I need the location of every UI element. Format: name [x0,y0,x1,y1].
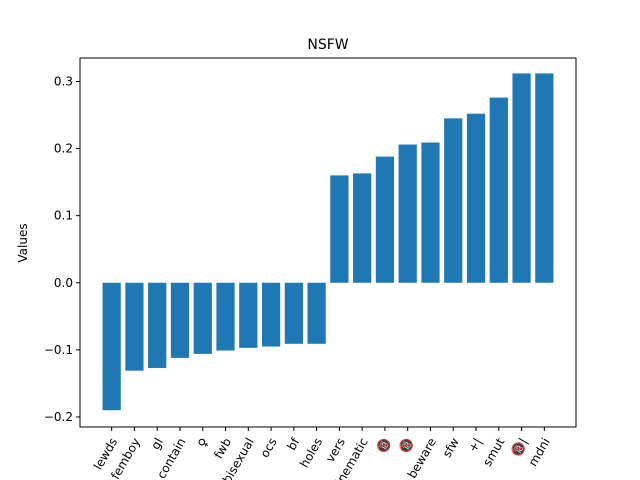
bar-12 [375,156,395,283]
x-tick-label: ♀ [195,436,212,451]
y-tick-label: −0.1 [44,343,73,357]
bar-9 [307,282,326,344]
x-tick-label: smut [480,435,507,468]
y-axis-label: Values [16,223,30,262]
plot-frame [79,57,577,428]
x-tick-label: ocs [257,436,279,460]
bar-15 [444,118,463,283]
bars-group [102,73,554,411]
bar-16 [466,113,486,283]
y-tick-label: 0.1 [54,209,73,223]
bar-11 [353,173,372,283]
bar-3 [170,282,190,358]
bar-19 [535,73,554,283]
y-tick-label: 0.2 [54,142,73,156]
bar-14 [421,142,440,283]
y-ticks-group: −0.2 −0.1 0.0 0.1 0.2 0.3 [44,74,80,424]
bar-7 [261,282,281,347]
bar-4 [193,282,212,354]
y-tick-label: −0.2 [44,410,73,424]
x-tick-label: 🔞 [374,435,394,455]
bar-18 [512,73,531,283]
x-tick-label: 🔞 [397,435,417,455]
x-tick-label: sfw [440,435,462,460]
bar-8 [284,282,303,344]
y-tick-label: 0.0 [54,276,73,290]
y-tick-label: 0.3 [54,74,73,88]
bar-2 [148,282,167,368]
x-tick-label: bf [284,435,302,453]
bar-1 [125,282,144,371]
bar-13 [398,144,417,283]
x-tick-label: gl [148,436,166,452]
x-tick-label: 🔞| [509,436,531,459]
x-tick-label: mdni [526,436,553,469]
bar-5 [216,282,235,351]
bar-17 [489,97,508,283]
bar-6 [239,282,258,348]
bar-0 [102,282,121,411]
x-tick-label: +| [465,436,484,455]
chart-title: NSFW [307,37,348,53]
x-tick-label: fwb [211,436,234,462]
x-tick-label: holes [297,436,325,471]
bar-10 [330,175,349,283]
